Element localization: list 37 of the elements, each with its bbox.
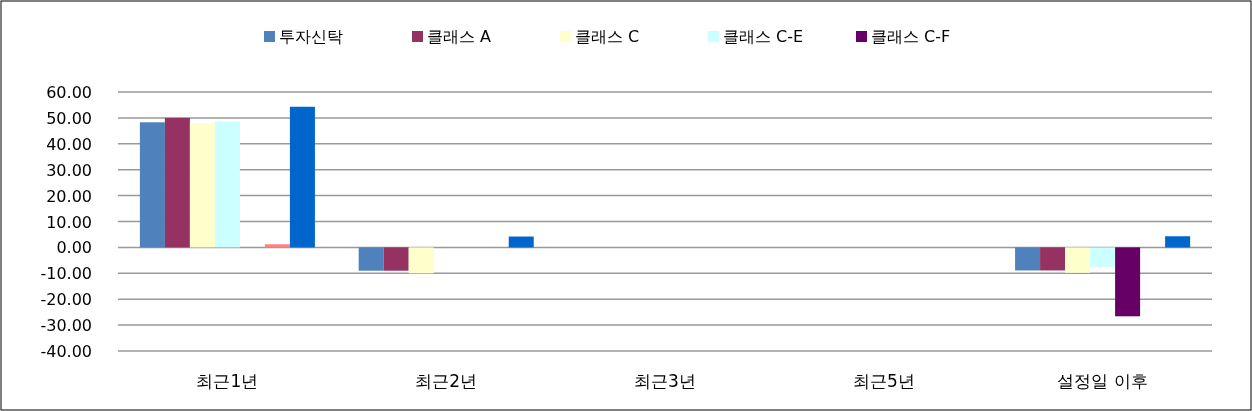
y-tick-label: 30.00 bbox=[46, 160, 92, 180]
bar bbox=[189, 123, 215, 248]
y-tick-label: -10.00 bbox=[40, 264, 92, 284]
x-tick-label: 최근5년 bbox=[852, 371, 915, 391]
x-tick-label: 최근2년 bbox=[415, 371, 478, 391]
y-tick-label: -20.00 bbox=[40, 290, 92, 310]
bar bbox=[1040, 247, 1066, 271]
y-tick-label: -40.00 bbox=[40, 342, 92, 361]
bar bbox=[1115, 247, 1141, 317]
y-tick-label: -30.00 bbox=[40, 316, 92, 336]
y-tick-label: 60.00 bbox=[46, 83, 92, 102]
y-tick-label: 20.00 bbox=[46, 186, 92, 206]
x-tick-label: 최근3년 bbox=[634, 371, 696, 391]
bar bbox=[508, 236, 534, 248]
legend-label: 클래스 A bbox=[427, 27, 492, 46]
bar bbox=[1065, 247, 1091, 273]
y-tick-label: 10.00 bbox=[46, 212, 92, 232]
legend-label: 클래스 C-F bbox=[871, 27, 951, 46]
bar bbox=[289, 106, 315, 248]
bar bbox=[139, 122, 165, 248]
bar bbox=[358, 247, 384, 271]
bar bbox=[1090, 247, 1116, 267]
legend-label: 투자신탁 bbox=[279, 27, 343, 46]
y-tick-label: 50.00 bbox=[46, 108, 92, 128]
legend-label: 클래스 C bbox=[575, 27, 640, 46]
bar bbox=[1165, 236, 1191, 248]
y-tick-label: 0.00 bbox=[56, 238, 92, 258]
bar bbox=[214, 121, 240, 248]
bar bbox=[1015, 247, 1041, 271]
bar bbox=[383, 247, 409, 271]
x-tick-label: 설정일 이후 bbox=[1057, 371, 1148, 391]
bar bbox=[408, 247, 434, 274]
legend-label: 클래스 C-E bbox=[723, 27, 804, 46]
bar bbox=[264, 244, 290, 248]
y-tick-label: 40.00 bbox=[46, 134, 92, 154]
x-tick-label: 최근1년 bbox=[196, 371, 259, 391]
bar bbox=[164, 117, 190, 248]
